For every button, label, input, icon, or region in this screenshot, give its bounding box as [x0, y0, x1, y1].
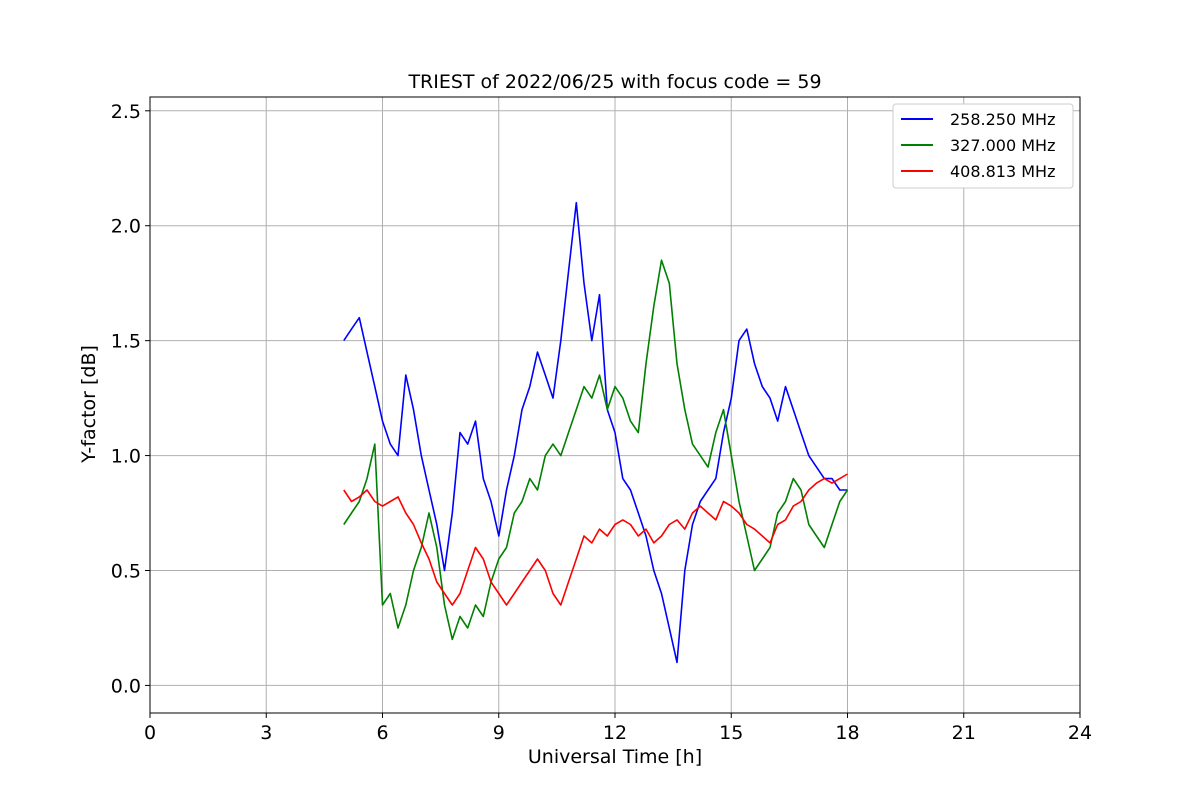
- y-tick-label: 0.0: [111, 675, 141, 697]
- y-tick-label: 2.0: [111, 216, 141, 238]
- x-tick-label: 3: [260, 722, 272, 744]
- y-tick-label: 1.0: [111, 446, 141, 468]
- y-tick-label: 1.5: [111, 331, 141, 353]
- x-tick-label: 0: [144, 722, 156, 744]
- y-axis-label: Y-factor [dB]: [78, 345, 100, 464]
- x-tick-label: 15: [719, 722, 743, 744]
- legend: 258.250 MHz 327.000 MHz 408.813 MHz: [893, 104, 1073, 188]
- legend-label: 408.813 MHz: [950, 162, 1055, 181]
- x-tick-label: 9: [493, 722, 505, 744]
- x-tick-label: 21: [952, 722, 976, 744]
- x-tick-label: 6: [376, 722, 388, 744]
- legend-label: 258.250 MHz: [950, 110, 1055, 129]
- x-tick-label: 18: [835, 722, 859, 744]
- chart-title: TRIEST of 2022/06/25 with focus code = 5…: [407, 71, 821, 93]
- x-tick-label: 24: [1068, 722, 1092, 744]
- y-tick-label: 2.5: [111, 101, 141, 123]
- legend-label: 327.000 MHz: [950, 136, 1055, 155]
- x-tick-label: 12: [603, 722, 627, 744]
- x-axis-label: Universal Time [h]: [528, 746, 702, 768]
- y-tick-label: 0.5: [111, 560, 141, 582]
